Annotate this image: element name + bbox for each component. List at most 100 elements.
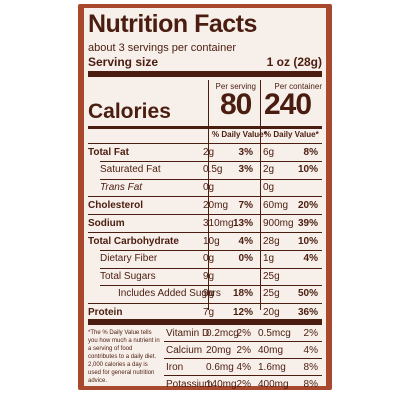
serving-size-value: 1 oz (28g) xyxy=(266,55,322,69)
amount-container: 60mg xyxy=(263,200,289,212)
micronutrient-table: Vitamin D 0.2mcg 2% 0.5mcg 2% Calcium 20mg 2% 40… xyxy=(164,325,322,392)
calories-serving: 80 xyxy=(220,88,252,121)
dv-serving: 12% xyxy=(232,307,253,319)
micronutrient-row: Vitamin D 0.2mcg 2% 0.5mcg 2% xyxy=(164,325,322,342)
micronutrient-row: Iron 0.6mg 4% 1.6mg 8% xyxy=(164,359,322,376)
micro-dv-container: 4% xyxy=(303,345,318,356)
nutrition-label: Nutrition Facts about 3 servings per con… xyxy=(84,8,326,390)
micro-dv-serving: 4% xyxy=(236,362,251,373)
amount-serving: 9g xyxy=(203,288,215,300)
nutrient-name: Sodium xyxy=(88,218,125,230)
dv-container: 20% xyxy=(297,200,318,212)
micro-dv-container: 8% xyxy=(303,362,318,373)
dv-container: 10% xyxy=(297,235,318,247)
nutrient-name: Dietary Fiber xyxy=(100,252,158,264)
divider-thick xyxy=(88,71,322,77)
nutrient-row: Protein 7g 12% 20g 36% xyxy=(88,303,322,321)
amount-serving: 9g xyxy=(203,270,215,282)
amount-container: 6g xyxy=(263,147,275,158)
dv-serving: 0% xyxy=(238,252,253,264)
nutrient-name: Saturated Fat xyxy=(100,163,161,175)
dv-serving: 7% xyxy=(238,200,253,212)
amount-container: 0g xyxy=(263,181,275,193)
amount-container: 1g xyxy=(263,252,275,264)
micronutrient-row: Calcium 20mg 2% 40mg 4% xyxy=(164,342,322,359)
nutrient-name: Total Sugars xyxy=(100,270,156,282)
micronutrient-name: Potassium xyxy=(166,379,213,390)
col-head-container: Per container xyxy=(274,82,322,91)
nutrient-name: Protein xyxy=(88,307,123,319)
nutrient-row: Sodium 310mg 13% 900mg 39% xyxy=(88,214,322,232)
micro-amount-serving: 0.2mcg xyxy=(206,328,239,339)
nutrient-row: Includes Added Sugars 9g 18% 25g 50% xyxy=(88,285,322,303)
amount-serving: 2g xyxy=(203,147,215,158)
micro-amount-container: 40mg xyxy=(258,345,284,356)
nutrient-row: Total Carbohydrate 10g 4% 28g 10% xyxy=(88,231,322,250)
nutrient-row: Cholesterol 20mg 7% 60mg 20% xyxy=(88,196,322,214)
amount-serving: 0g xyxy=(203,181,215,193)
nutrient-name: Cholesterol xyxy=(88,200,144,212)
nutrient-row: Trans Fat 0g 0g xyxy=(88,178,322,197)
footer-section: *The % Daily Value tells you how much a … xyxy=(88,319,322,391)
micronutrient-name: Calcium xyxy=(166,345,203,356)
dv-container: 8% xyxy=(303,147,318,158)
dv-container: 10% xyxy=(297,163,318,175)
micro-dv-container: 8% xyxy=(303,379,318,390)
dv-serving: 18% xyxy=(232,288,253,300)
micronutrient-row: Potassium 140mg 2% 400mg 8% xyxy=(164,376,322,392)
micro-amount-container: 0.5mcg xyxy=(258,328,291,339)
amount-serving: 0.5g xyxy=(203,163,223,175)
amount-container: 28g xyxy=(263,235,280,247)
nutrient-row: Total Sugars 9g 25g xyxy=(88,267,322,286)
amount-container: 2g xyxy=(263,163,275,175)
amount-container: 25g xyxy=(263,288,280,300)
nutrient-row: Dietary Fiber 0g 0% 1g 4% xyxy=(88,249,322,268)
dv-serving: 3% xyxy=(238,163,253,175)
dv-container: 50% xyxy=(297,288,318,300)
micro-dv-container: 2% xyxy=(303,328,318,339)
divider-medium xyxy=(88,126,322,129)
micro-dv-serving: 2% xyxy=(236,345,251,356)
nutrient-name: Trans Fat xyxy=(100,181,143,193)
serving-size-row: Serving size 1 oz (28g) xyxy=(88,55,322,69)
column-divider-left xyxy=(208,80,209,310)
micro-amount-serving: 140mg xyxy=(206,379,237,390)
nutrient-rows: Total Fat 2g 3% 6g 8% Saturated Fat 0.5g 3% 2g 10… xyxy=(88,143,322,321)
footnote: *The % Daily Value tells you how much a … xyxy=(88,330,160,384)
label-title: Nutrition Facts xyxy=(88,10,257,38)
dv-container: 36% xyxy=(297,307,318,319)
micro-amount-container: 1.6mg xyxy=(258,362,286,373)
micro-amount-serving: 0.6mg xyxy=(206,362,234,373)
calories-label: Calories xyxy=(88,100,171,123)
micronutrient-name: Iron xyxy=(166,362,184,373)
nutrient-name: Total Carbohydrate xyxy=(88,235,179,247)
dv-container: 39% xyxy=(297,218,318,230)
amount-container: 900mg xyxy=(263,218,294,230)
amount-serving: 10g xyxy=(203,235,220,247)
micro-dv-serving: 2% xyxy=(236,379,251,390)
dv-head-container: % Daily Value* xyxy=(264,130,319,139)
serving-size-label: Serving size xyxy=(88,55,159,69)
dv-container: 4% xyxy=(303,252,318,264)
amount-serving: 0g xyxy=(203,252,215,264)
dv-head-serving: % Daily Value* xyxy=(212,130,267,139)
nutrient-row: Saturated Fat 0.5g 3% 2g 10% xyxy=(88,160,322,179)
micronutrient-name: Vitamin D xyxy=(166,328,210,339)
micro-dv-serving: 2% xyxy=(236,328,251,339)
dv-serving: 4% xyxy=(238,235,253,247)
amount-container: 25g xyxy=(263,270,280,282)
dv-serving: 3% xyxy=(238,147,253,158)
micro-amount-container: 400mg xyxy=(258,379,289,390)
nutrient-name: Total Fat xyxy=(88,147,129,158)
servings-per-container: about 3 servings per container xyxy=(88,42,236,54)
amount-serving: 310mg xyxy=(203,218,234,230)
column-divider-right xyxy=(260,80,261,310)
amount-container: 20g xyxy=(263,307,280,319)
amount-serving: 7g xyxy=(203,307,215,319)
dv-serving: 13% xyxy=(232,218,253,230)
col-head-serving: Per serving xyxy=(215,82,256,91)
micro-amount-serving: 20mg xyxy=(206,345,232,356)
amount-serving: 20mg xyxy=(203,200,229,212)
calories-container: 240 xyxy=(264,88,312,121)
